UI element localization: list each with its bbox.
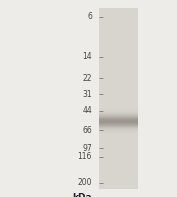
- Text: 66: 66: [82, 125, 92, 135]
- Text: 31: 31: [82, 90, 92, 99]
- Text: 14: 14: [82, 52, 92, 61]
- Text: 44: 44: [82, 106, 92, 115]
- Text: 200: 200: [78, 178, 92, 187]
- Text: 22: 22: [82, 73, 92, 83]
- Text: 97: 97: [82, 144, 92, 153]
- Text: kDa: kDa: [72, 192, 92, 197]
- Bar: [99, 8, 138, 189]
- Text: 6: 6: [87, 12, 92, 21]
- Text: 116: 116: [78, 152, 92, 161]
